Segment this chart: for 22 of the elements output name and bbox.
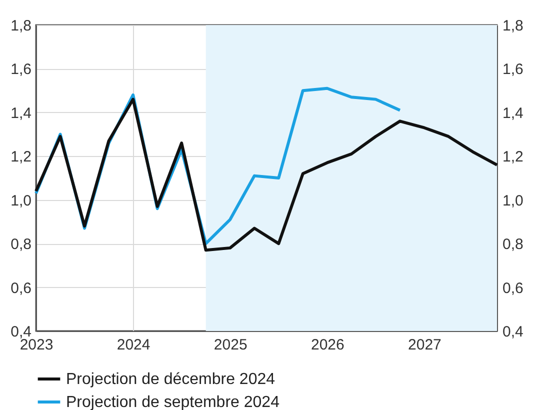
y2-tick-label: 1,2 <box>502 148 524 166</box>
y-tick-label: 1,4 <box>10 104 32 122</box>
legend-label: Projection de décembre 2024 <box>66 371 276 388</box>
y-tick-label: 0,8 <box>10 236 32 254</box>
y2-tick-label: 1,8 <box>502 18 524 34</box>
y2-tick-label: 1,0 <box>502 192 524 210</box>
y2-tick-label: 0,4 <box>502 324 524 340</box>
y2-tick-label: 1,4 <box>502 104 524 122</box>
x-tick-label: 2025 <box>214 336 248 354</box>
y-tick-label: 0,6 <box>10 280 32 297</box>
y-tick-label: 1,8 <box>10 18 32 34</box>
y-tick-label: 1,0 <box>10 192 32 210</box>
y2-tick-label: 0,6 <box>502 280 524 297</box>
y2-tick-label: 1,6 <box>502 61 524 78</box>
y2-tick-label: 0,8 <box>502 236 524 254</box>
y-tick-label: 1,6 <box>10 61 32 78</box>
y-tick-label: 1,2 <box>10 148 32 166</box>
x-tick-label: 2027 <box>408 336 442 354</box>
legend-label: Projection de septembre 2024 <box>66 394 280 410</box>
x-tick-label: 2026 <box>310 336 344 354</box>
line-series <box>34 98 498 252</box>
x-tick-label: 2024 <box>116 336 150 354</box>
